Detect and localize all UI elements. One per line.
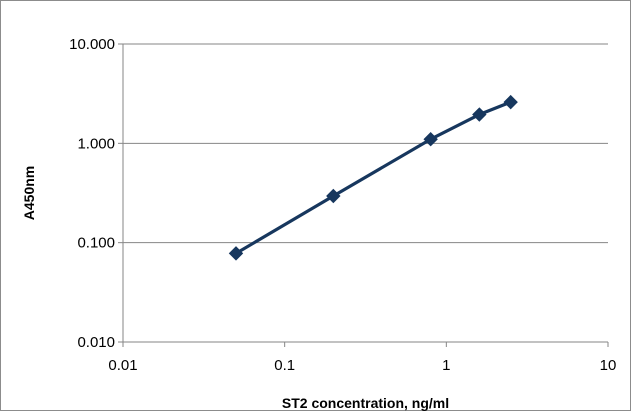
data-point-0 bbox=[228, 246, 244, 261]
axes bbox=[118, 43, 609, 347]
y-tick-labels: 0.010 0.100 1.000 10.000 bbox=[69, 36, 115, 351]
series-line-0 bbox=[234, 100, 513, 255]
data-point-1 bbox=[326, 188, 341, 204]
x-tick-label-2: 1 bbox=[442, 357, 450, 374]
y-tick-label-2: 1.000 bbox=[77, 135, 115, 152]
gridlines bbox=[123, 43, 608, 244]
x-tick-label-1: 0.1 bbox=[274, 357, 295, 374]
data-point-3 bbox=[472, 107, 487, 122]
y-tick-label-3: 10.000 bbox=[69, 36, 115, 53]
data-point-4 bbox=[503, 94, 518, 110]
data-point-2 bbox=[423, 132, 438, 147]
y-tick-label-0: 0.010 bbox=[77, 334, 115, 351]
x-tick-labels: 0.01 0.1 1 10 bbox=[108, 357, 616, 374]
y-axis-title: A450nm bbox=[21, 166, 37, 220]
series-group bbox=[228, 94, 518, 261]
y-tick-label-1: 0.100 bbox=[77, 235, 115, 252]
x-axis-title: ST2 concentration, ng/ml bbox=[282, 395, 449, 411]
x-tick-label-3: 10 bbox=[600, 357, 617, 374]
x-tick-label-0: 0.01 bbox=[108, 357, 137, 374]
